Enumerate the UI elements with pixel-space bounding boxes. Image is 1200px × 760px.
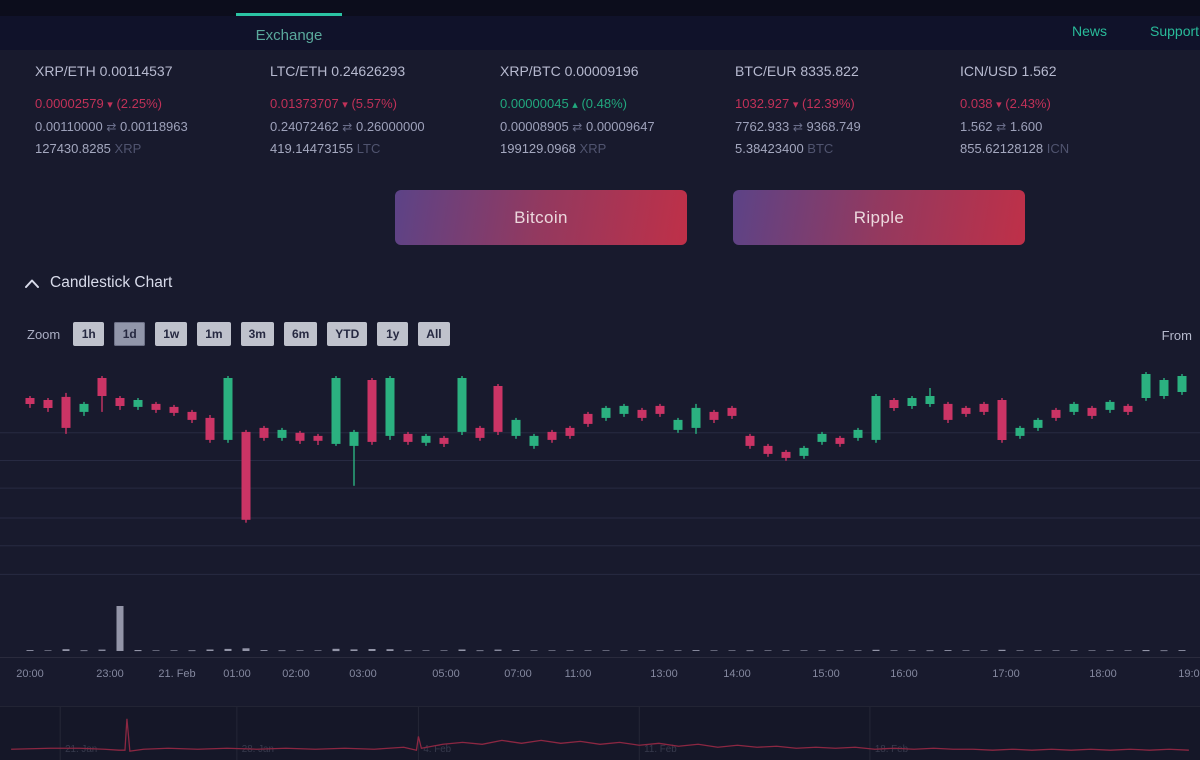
x-axis-tick-label: 14:00 <box>723 668 751 680</box>
top-strip <box>0 0 1200 16</box>
x-axis-tick-label: 21. Feb <box>158 668 196 680</box>
x-axis-tick-label: 02:00 <box>282 668 310 680</box>
ticker-volume: 199129.0968 XRP <box>500 141 607 156</box>
range-button-1h[interactable]: 1h <box>73 322 105 346</box>
ticker-change: 0.01373707 ▾ (5.57%) <box>270 96 397 111</box>
range-selector: 1h 1d 1w 1m 3m 6m YTD 1y All <box>73 322 450 346</box>
ticker-xrp-btc[interactable]: XRP/BTC 0.00009196 0.00000045 ▴ (0.48%) 0.… <box>500 62 655 160</box>
ticker-ltc-eth[interactable]: LTC/ETH 0.24626293 0.01373707 ▾ (5.57%) 0.… <box>270 62 425 160</box>
x-axis-tick-label: 05:00 <box>432 668 460 680</box>
range-button-ytd[interactable]: YTD <box>327 322 368 346</box>
x-axis-tick-label: 19:00 <box>1178 668 1200 680</box>
ticker-change: 0.038 ▾ (2.43%) <box>960 96 1051 111</box>
top-navigation: Exchange News Support <box>0 0 1200 50</box>
arrow-down-icon: ▾ <box>342 99 348 111</box>
range-arrows-icon: ⇄ <box>106 120 117 134</box>
ticker-xrp-eth[interactable]: XRP/ETH 0.00114537 0.00002579 ▾ (2.25%) 0.… <box>35 62 188 160</box>
arrow-down-icon: ▾ <box>107 99 113 111</box>
range-button-1m[interactable]: 1m <box>197 322 231 346</box>
x-axis-tick-label: 07:00 <box>504 668 532 680</box>
range-arrows-icon: ⇄ <box>792 120 803 134</box>
chart-navigator[interactable]: 21. Jan 28. Jan 4. Feb 11. Feb 18. Feb <box>0 706 1200 760</box>
svg-text:11. Feb: 11. Feb <box>644 744 677 755</box>
tab-exchange-label: Exchange <box>255 27 323 44</box>
x-axis-tick-label: 13:00 <box>650 668 678 680</box>
arrow-down-icon: ▾ <box>792 99 799 111</box>
tab-exchange[interactable]: Exchange <box>236 13 342 44</box>
ticker-range: 0.00110000 ⇄ 0.00118963 <box>35 119 188 134</box>
ticker-change: 0.00000045 ▴ (0.48%) <box>500 96 627 111</box>
range-button-all[interactable]: All <box>418 322 450 346</box>
bitcoin-button[interactable]: Bitcoin <box>395 190 687 245</box>
ticker-icn-usd[interactable]: ICN/USD 1.562 0.038 ▾ (2.43%) 1.562 ⇄ 1.60… <box>960 62 1069 160</box>
range-arrows-icon: ⇄ <box>572 120 583 134</box>
svg-text:18. Feb: 18. Feb <box>875 744 909 755</box>
arrow-down-icon: ▾ <box>996 99 1002 111</box>
nav-link-news[interactable]: News <box>1072 23 1108 39</box>
ticker-unit: XRP <box>114 141 142 156</box>
ticker-volume: 855.62128128 ICN <box>960 141 1070 156</box>
x-axis-tick-label: 03:00 <box>349 668 377 680</box>
ticker-volume: 127430.8285 XRP <box>35 141 142 156</box>
ripple-button[interactable]: Ripple <box>733 190 1025 245</box>
x-axis-tick-label: 17:00 <box>992 668 1020 680</box>
arrow-up-icon: ▴ <box>572 99 578 111</box>
ticker-unit: XRP <box>579 141 607 156</box>
ticker-range: 0.24072462 ⇄ 0.26000000 <box>270 119 425 134</box>
ticker-unit: ICN <box>1046 141 1070 156</box>
range-button-1w[interactable]: 1w <box>155 322 188 346</box>
range-button-3m[interactable]: 3m <box>240 322 274 346</box>
chart-section-header[interactable]: Candlestick Chart <box>25 274 172 292</box>
chart-title: Candlestick Chart <box>50 274 173 291</box>
range-arrows-icon: ⇄ <box>342 120 353 134</box>
ticker-volume: 5.38423400 BTC <box>735 141 834 156</box>
ticker-pair-price: LTC/ETH 0.24626293 <box>270 63 406 79</box>
range-button-6m[interactable]: 6m <box>283 322 318 346</box>
ticker-strip: XRP/ETH 0.00114537 0.00002579 ▾ (2.25%) 0.… <box>0 62 1200 172</box>
from-label: From <box>1161 328 1192 343</box>
candlestick-chart[interactable] <box>0 360 1200 598</box>
ticker-pair-price: BTC/EUR 8335.822 <box>735 63 859 79</box>
range-arrows-icon: ⇄ <box>996 120 1007 134</box>
x-axis-tick-label: 23:00 <box>96 668 124 680</box>
ticker-pair-price: ICN/USD 1.562 <box>960 63 1057 79</box>
ticker-range: 7762.933 ⇄ 9368.749 <box>735 119 861 134</box>
x-axis-tick-label: 11:00 <box>564 668 592 680</box>
ticker-unit: BTC <box>807 141 834 156</box>
ticker-range: 1.562 ⇄ 1.600 <box>960 119 1043 134</box>
svg-text:21. Jan: 21. Jan <box>65 744 97 755</box>
ticker-change: 0.00002579 ▾ (2.25%) <box>35 96 162 111</box>
chevron-up-icon <box>25 279 39 288</box>
range-button-1d[interactable]: 1d <box>114 322 146 346</box>
ticker-volume: 419.14473155 LTC <box>270 141 381 156</box>
range-button-1y[interactable]: 1y <box>377 322 409 346</box>
chart-toolbar: Zoom 1h 1d 1w 1m 3m 6m YTD 1y All <box>27 322 450 346</box>
volume-chart <box>26 606 1186 652</box>
ticker-range: 0.00008905 ⇄ 0.00009647 <box>500 119 655 134</box>
ticker-pair-price: XRP/ETH 0.00114537 <box>35 63 173 79</box>
ticker-change: 1032.927 ▾ (12.39%) <box>735 96 855 111</box>
nav-link-support[interactable]: Support <box>1150 23 1200 39</box>
x-axis-tick-label: 01:00 <box>223 668 251 680</box>
ticker-pair-price: XRP/BTC 0.00009196 <box>500 63 639 79</box>
x-axis-tick-label: 20:00 <box>16 668 44 680</box>
zoom-label: Zoom <box>27 326 61 342</box>
x-axis-tick-label: 16:00 <box>890 668 918 680</box>
x-axis-tick-label: 18:00 <box>1089 668 1117 680</box>
ticker-btc-eur[interactable]: BTC/EUR 8335.822 1032.927 ▾ (12.39%) 7762.… <box>735 62 861 160</box>
x-axis-tick-label: 15:00 <box>812 668 840 680</box>
x-axis-labels: 20:00 23:00 21. Feb 01:00 02:00 03:00 05:00 07:… <box>0 657 1200 687</box>
ticker-unit: LTC <box>356 141 381 156</box>
svg-text:4. Feb: 4. Feb <box>423 744 451 755</box>
